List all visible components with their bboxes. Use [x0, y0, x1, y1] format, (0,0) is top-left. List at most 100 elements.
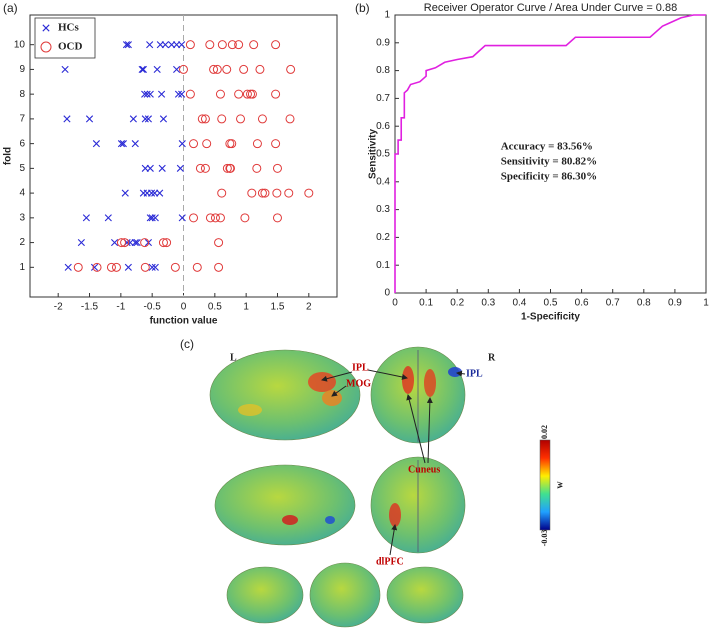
hc-marker — [146, 90, 154, 98]
hc-marker — [146, 164, 154, 172]
ocd-marker — [116, 238, 126, 248]
hc-marker — [151, 263, 159, 271]
y-tick-label: 1 — [19, 262, 25, 273]
ocd-marker — [185, 89, 195, 99]
ocd-marker — [214, 238, 224, 248]
hc-marker — [148, 263, 156, 271]
ocd-marker — [189, 139, 199, 149]
y-tick-label: 5 — [19, 163, 25, 174]
y-tick-label: 0.2 — [376, 232, 390, 243]
hc-marker — [178, 41, 186, 49]
hc-marker — [153, 65, 161, 74]
ocd-marker — [252, 139, 262, 149]
ocd-marker — [227, 40, 237, 50]
ocd-marker — [249, 40, 259, 50]
y-tick-label: 8 — [19, 89, 25, 100]
ocd-marker — [92, 262, 102, 272]
region-label: IPL — [352, 362, 369, 373]
ocd-marker — [195, 163, 205, 173]
x-tick-label: 0.9 — [668, 298, 682, 309]
ocd-marker — [214, 262, 224, 272]
hc-marker — [85, 115, 94, 123]
hc-marker — [141, 90, 149, 98]
hc-marker — [82, 214, 90, 222]
hc-marker — [92, 140, 101, 148]
ocd-marker — [215, 213, 225, 223]
x-tick-label: 0.3 — [481, 298, 495, 309]
ocd-marker — [217, 114, 227, 124]
region-label: MOG — [346, 378, 371, 389]
hc-marker — [63, 115, 71, 123]
colorbar-label: w — [554, 481, 565, 489]
colorbar-tick-label: -0.03 — [540, 530, 549, 547]
hc-marker — [61, 65, 69, 74]
y-tick-label: 0.8 — [376, 65, 390, 76]
hc-marker — [64, 263, 72, 271]
x-tick-label: 0.1 — [419, 298, 433, 309]
y-tick-label: 1 — [384, 10, 390, 21]
x-tick-label: 1 — [243, 302, 249, 313]
hc-marker — [159, 115, 168, 123]
hc-marker — [104, 214, 112, 222]
panel-label: (a) — [3, 1, 18, 15]
x-tick-label: -2 — [54, 302, 63, 313]
hc-marker — [138, 65, 146, 74]
ocd-marker — [257, 114, 267, 124]
legend-label: OCD — [58, 41, 83, 53]
ocd-marker — [286, 64, 296, 74]
annotation: Sensitivity = 80.82% — [501, 156, 597, 168]
x-tick-label: 0 — [181, 302, 187, 313]
hc-marker — [124, 263, 132, 271]
hc-marker — [157, 90, 166, 98]
hc-marker — [176, 164, 184, 172]
ocd-marker — [247, 89, 257, 99]
ocd-marker — [140, 262, 150, 272]
hc-marker — [161, 41, 169, 49]
ocd-marker — [255, 64, 265, 74]
hc-marker — [124, 41, 132, 49]
roc-curve — [394, 14, 706, 293]
x-tick-label: -1.5 — [81, 302, 99, 313]
hc-marker — [146, 41, 154, 49]
colorbar-tick-label: 0.02 — [540, 425, 549, 439]
hc-marker — [139, 65, 147, 74]
legend-box — [34, 17, 96, 59]
ocd-marker — [200, 163, 210, 173]
ocd-marker — [271, 89, 281, 99]
ocd-marker — [158, 238, 168, 248]
hc-marker — [131, 238, 139, 247]
ocd-marker — [252, 163, 262, 173]
hc-marker — [122, 41, 131, 49]
x-tick-label: 1.5 — [271, 302, 285, 313]
ocd-marker — [202, 139, 212, 149]
annotation: Accuracy = 83.56% — [501, 141, 593, 153]
ocd-marker — [189, 213, 199, 223]
x-tick-label: 0.4 — [512, 298, 526, 309]
y-tick-label: 7 — [19, 114, 25, 125]
hc-marker — [141, 115, 149, 123]
ocd-marker — [185, 40, 195, 50]
ocd-marker — [225, 139, 235, 149]
y-axis-label: fold — [3, 147, 14, 165]
legend-marker — [42, 24, 50, 32]
hc-marker — [133, 238, 141, 247]
plot-frame — [394, 14, 707, 294]
x-tick-label: 0.2 — [450, 298, 464, 309]
y-tick-label: 4 — [19, 188, 25, 199]
hc-marker — [143, 90, 151, 98]
x-axis-label: function value — [150, 316, 218, 327]
ocd-marker — [197, 114, 207, 124]
hc-marker — [110, 238, 119, 247]
hc-marker — [173, 65, 181, 74]
y-tick-label: 10 — [14, 39, 26, 50]
hc-marker — [178, 214, 186, 222]
ocd-marker — [205, 40, 215, 50]
ocd-marker — [209, 64, 219, 74]
hc-marker — [90, 263, 99, 271]
legend-marker — [40, 41, 52, 53]
brain-renderings — [209, 346, 551, 628]
x-tick-label: -1 — [116, 302, 125, 313]
ocd-marker — [140, 238, 150, 248]
y-tick-label: 3 — [19, 212, 25, 223]
